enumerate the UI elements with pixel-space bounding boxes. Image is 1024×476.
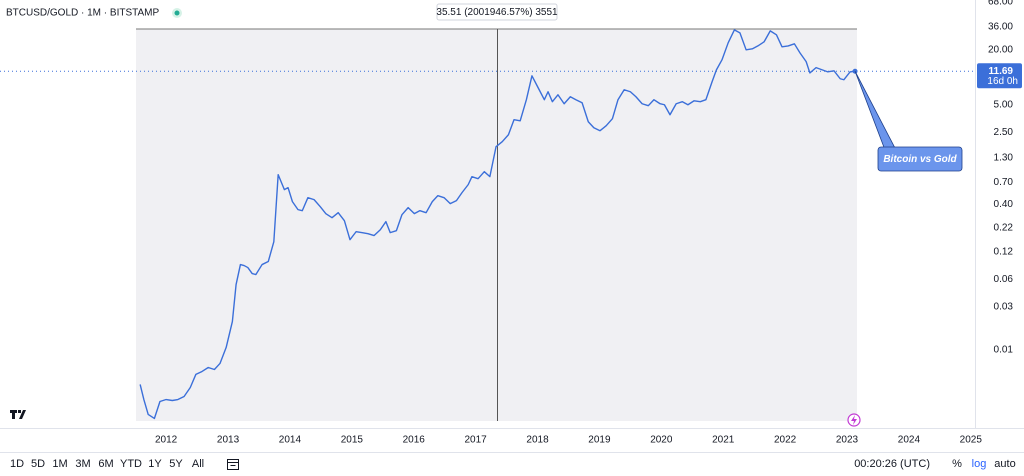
price-line-series bbox=[139, 29, 856, 420]
y-tick-label: 0.06 bbox=[994, 274, 1014, 285]
range-button[interactable]: 3M bbox=[75, 458, 90, 470]
callout-text: Bitcoin vs Gold bbox=[883, 154, 957, 165]
calendar-icon[interactable] bbox=[227, 459, 239, 470]
x-tick-label: 2021 bbox=[712, 435, 735, 446]
range-button[interactable]: 5Y bbox=[169, 458, 183, 470]
cal-frame bbox=[227, 459, 239, 470]
y-tick-label: 1.30 bbox=[994, 153, 1014, 164]
range-highlight bbox=[136, 29, 857, 421]
x-tick-label: 2012 bbox=[155, 435, 178, 446]
x-tick-label: 2020 bbox=[650, 435, 673, 446]
log-toggle[interactable]: log bbox=[972, 458, 987, 470]
y-tick-label: 68.00 bbox=[988, 0, 1013, 7]
crosshair-box bbox=[436, 3, 558, 21]
x-tick-label: 2015 bbox=[341, 435, 364, 446]
x-tick-label: 2013 bbox=[217, 435, 240, 446]
auto-toggle[interactable]: auto bbox=[994, 458, 1015, 470]
chart-title: BTCUSD/GOLD · 1M · BITSTAMP bbox=[6, 8, 159, 19]
crosshair-label: 35.51 (2001946.57%) 3551 bbox=[436, 7, 558, 18]
x-tick-label: 2017 bbox=[465, 435, 488, 446]
x-tick-label: 2023 bbox=[836, 435, 859, 446]
range-button[interactable]: 5D bbox=[31, 458, 45, 470]
x-tick-label: 2022 bbox=[774, 435, 797, 446]
y-tick-label: 0.70 bbox=[994, 177, 1014, 188]
price-tag bbox=[977, 63, 1022, 89]
x-tick-label: 2025 bbox=[960, 435, 983, 446]
range-button[interactable]: 1D bbox=[10, 458, 24, 470]
callout-box bbox=[877, 146, 963, 172]
y-tick-label: 0.40 bbox=[994, 199, 1014, 210]
range-button[interactable]: 1M bbox=[52, 458, 67, 470]
event-bolt bbox=[851, 415, 857, 425]
price-tag-value: 11.69 bbox=[989, 66, 1014, 77]
y-tick-label: 0.22 bbox=[994, 223, 1014, 234]
range-button[interactable]: 1Y bbox=[148, 458, 162, 470]
percent-toggle[interactable]: % bbox=[952, 458, 962, 470]
x-tick-label: 2014 bbox=[279, 435, 302, 446]
y-tick-label: 0.01 bbox=[994, 345, 1014, 356]
y-tick-label: 2.50 bbox=[994, 127, 1014, 138]
y-tick-label: 0.12 bbox=[994, 247, 1014, 258]
range-button[interactable]: 6M bbox=[98, 458, 113, 470]
x-tick-label: 2024 bbox=[898, 435, 921, 446]
range-button[interactable]: All bbox=[192, 458, 204, 470]
logo-mark bbox=[10, 410, 26, 419]
clock: 00:20:26 (UTC) bbox=[854, 458, 930, 470]
price-tag-countdown: 16d 0h bbox=[987, 76, 1018, 87]
status-dot bbox=[174, 10, 180, 16]
x-tick-label: 2016 bbox=[403, 435, 426, 446]
range-button[interactable]: YTD bbox=[120, 458, 142, 470]
logo-bg bbox=[7, 406, 29, 422]
x-tick-label: 2019 bbox=[588, 435, 611, 446]
tv-logo bbox=[7, 406, 29, 422]
y-tick-label: 20.00 bbox=[988, 45, 1013, 56]
y-tick-label: 5.00 bbox=[994, 99, 1014, 110]
x-tick-label: 2018 bbox=[526, 435, 549, 446]
y-tick-label: 0.03 bbox=[994, 301, 1014, 312]
y-tick-label: 36.00 bbox=[988, 21, 1013, 32]
